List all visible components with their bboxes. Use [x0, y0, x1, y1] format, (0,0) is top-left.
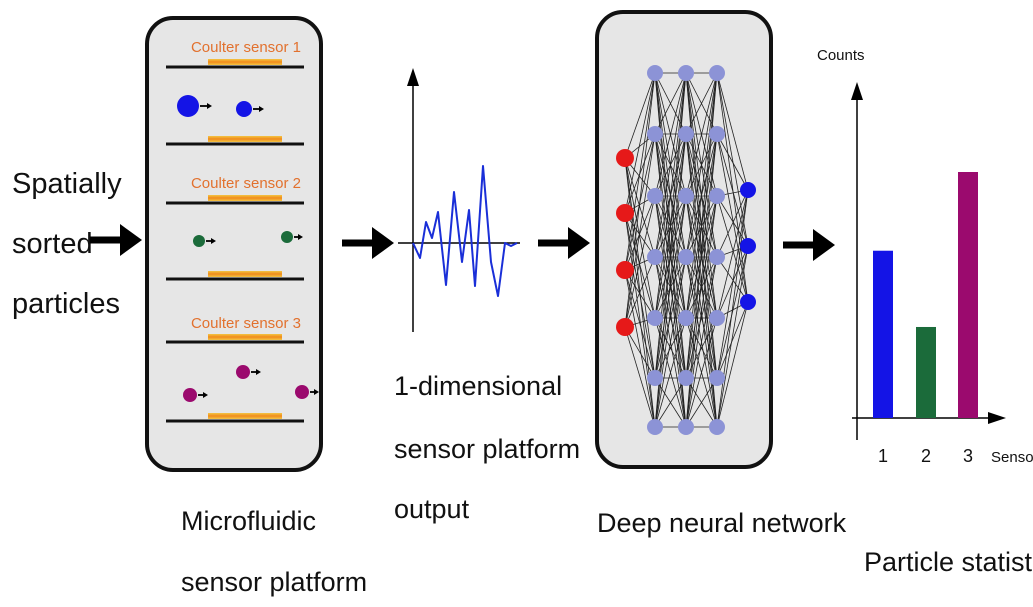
electrode-bottom-2: [208, 271, 282, 277]
network-node-l3-n3: [709, 249, 725, 265]
network-node-l1-n4: [647, 310, 663, 326]
electrode-bottom-3: [208, 413, 282, 419]
chart-y-arrowhead: [851, 82, 863, 100]
sensor-label-2: Coulter sensor 2: [191, 175, 301, 192]
chart-tick-labels: 1 2 3: [878, 446, 973, 466]
sensor-label-1: Coulter sensor 1: [191, 39, 301, 56]
tick-label-2: 2: [921, 446, 931, 466]
network-node-l2-n1: [678, 126, 694, 142]
microfluidic-caption-line-2: sensor platform: [181, 567, 367, 597]
network-node-l0-n2: [616, 261, 634, 279]
network-caption: Deep neural network: [597, 508, 847, 538]
network-node-l2-n2: [678, 188, 694, 204]
bar-sensor-1: [873, 250, 893, 418]
chart-x-label: Sensor: [991, 449, 1033, 466]
network-node-l3-n5: [709, 370, 725, 386]
network-node-l2-n0: [678, 65, 694, 81]
network-node-l3-n6: [709, 419, 725, 435]
network-node-l1-n6: [647, 419, 663, 435]
network-node-l0-n1: [616, 204, 634, 222]
network-node-l1-n1: [647, 126, 663, 142]
sensor-label-3: Coulter sensor 3: [191, 315, 301, 332]
signal-caption-line-2: sensor platform: [394, 434, 580, 464]
input-label: Spatially sorted particles: [12, 168, 122, 320]
network-node-l1-n2: [647, 188, 663, 204]
particle-3b: [236, 365, 250, 379]
network-node-l4-n2: [740, 294, 756, 310]
electrode-top-2: [208, 195, 282, 201]
chart-x-arrowhead: [988, 412, 1006, 424]
signal-caption-line-1: 1-dimensional: [394, 371, 562, 401]
particle-2b: [281, 231, 293, 243]
microfluidic-platform: Coulter sensor 1 Coulter sensor 2 Coulte…: [145, 16, 367, 597]
network-nodes: [616, 65, 756, 435]
bar-sensor-2: [916, 326, 936, 418]
chart-y-label: Counts: [817, 47, 865, 64]
arrow-2: [342, 227, 394, 259]
particle-2a: [193, 235, 205, 247]
flow-arrows: [90, 224, 835, 261]
electrode-top-1: [208, 59, 282, 65]
channel-1: Coulter sensor 1: [166, 39, 304, 146]
channel-3: Coulter sensor 3: [166, 315, 319, 423]
network-node-l4-n0: [740, 182, 756, 198]
chart-bars: [873, 172, 978, 418]
arrow-4: [783, 229, 835, 261]
neural-network: Deep neural network: [595, 10, 847, 538]
electrode-bottom-1: [208, 136, 282, 142]
particle-1b: [236, 101, 252, 117]
network-node-l3-n2: [709, 188, 725, 204]
network-node-l2-n4: [678, 310, 694, 326]
channel-2: Coulter sensor 2: [166, 175, 304, 281]
tick-label-1: 1: [878, 446, 888, 466]
signal-caption-line-3: output: [394, 494, 470, 524]
signal-output: 1-dimensional sensor platform output: [394, 68, 580, 524]
arrow-1: [90, 224, 142, 256]
network-node-l1-n5: [647, 370, 663, 386]
particle-3a: [183, 388, 197, 402]
network-node-l2-n5: [678, 370, 694, 386]
particle-3c: [295, 385, 309, 399]
platform-box: [145, 16, 323, 472]
particle-1a: [177, 95, 199, 117]
particle-statistics-chart: Counts Sensor 1 2 3 Particle statistics: [817, 47, 1033, 577]
network-node-l2-n3: [678, 249, 694, 265]
signal-trace: [412, 165, 518, 297]
network-connections: [624, 72, 749, 428]
network-node-l1-n3: [647, 249, 663, 265]
network-node-l4-n1: [740, 238, 756, 254]
network-node-l0-n0: [616, 149, 634, 167]
network-node-l3-n4: [709, 310, 725, 326]
stats-caption: Particle statistics: [864, 547, 1033, 577]
electrode-top-3: [208, 334, 282, 340]
microfluidic-caption-line-1: Microfluidic: [181, 506, 316, 536]
network-node-l2-n6: [678, 419, 694, 435]
network-node-l3-n1: [709, 126, 725, 142]
arrow-3: [538, 227, 590, 259]
input-label-line-2: sorted: [12, 228, 93, 260]
tick-label-3: 3: [963, 446, 973, 466]
input-label-line-1: Spatially: [12, 168, 122, 200]
network-node-l0-n3: [616, 318, 634, 336]
signal-y-arrowhead: [407, 68, 419, 86]
bar-sensor-3: [958, 172, 978, 418]
input-label-line-3: particles: [12, 288, 120, 320]
network-node-l3-n0: [709, 65, 725, 81]
network-node-l1-n0: [647, 65, 663, 81]
